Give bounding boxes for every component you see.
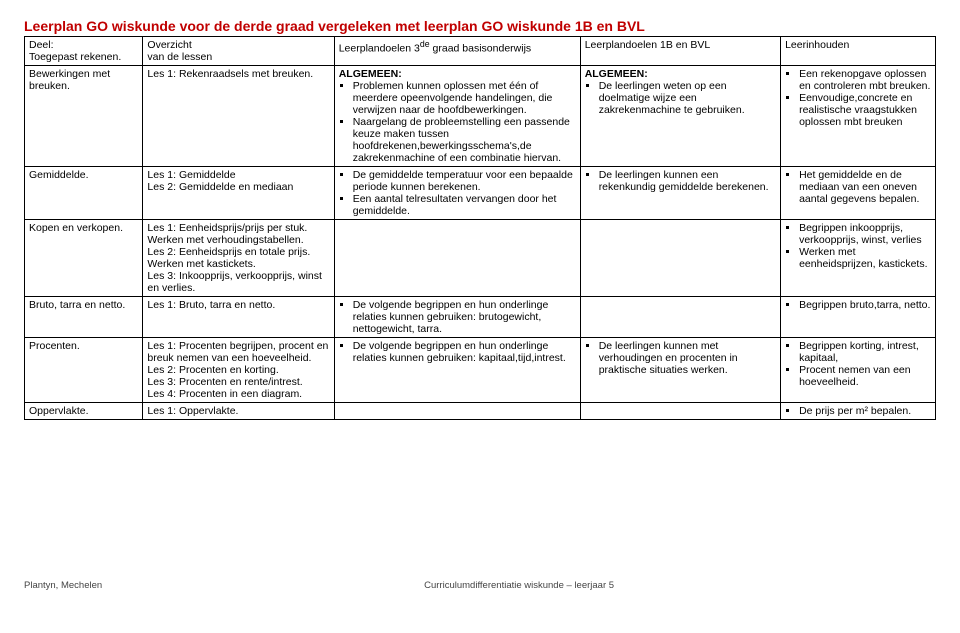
row-lessons: Les 1: Bruto, tarra en netto. bbox=[143, 297, 334, 338]
row-goals-3degraad bbox=[334, 220, 580, 297]
header-cell: Leerplandoelen 3de graad basisonderwijs bbox=[334, 37, 580, 66]
row-topic: Gemiddelde. bbox=[25, 167, 143, 220]
row-goals-1b-bvl: De leerlingen kunnen met verhoudingen en… bbox=[580, 338, 780, 403]
header-cell: Overzichtvan de lessen bbox=[143, 37, 334, 66]
row-leerinhouden: Begrippen bruto,tarra, netto. bbox=[781, 297, 936, 338]
header-cell: Leerplandoelen 1B en BVL bbox=[580, 37, 780, 66]
comparison-table: Deel:Toegepast rekenen.Overzichtvan de l… bbox=[24, 36, 936, 420]
footer-left: Plantyn, Mechelen bbox=[24, 580, 102, 591]
row-lessons: Les 1: Rekenraadsels met breuken. bbox=[143, 66, 334, 167]
row-leerinhouden: Een rekenopgave oplossen en controleren … bbox=[781, 66, 936, 167]
row-leerinhouden: De prijs per m² bepalen. bbox=[781, 403, 936, 420]
header-cell: Deel:Toegepast rekenen. bbox=[25, 37, 143, 66]
row-lessons: Les 1: Procenten begrijpen, procent en b… bbox=[143, 338, 334, 403]
footer-center: Curriculumdifferentiatie wiskunde – leer… bbox=[424, 580, 614, 591]
row-goals-3degraad: ALGEMEEN:Problemen kunnen oplossen met é… bbox=[334, 66, 580, 167]
row-topic: Bewerkingen met breuken. bbox=[25, 66, 143, 167]
row-goals-1b-bvl bbox=[580, 297, 780, 338]
row-goals-3degraad bbox=[334, 403, 580, 420]
row-lessons: Les 1: Oppervlakte. bbox=[143, 403, 334, 420]
row-lessons: Les 1: Eenheidsprijs/prijs per stuk. Wer… bbox=[143, 220, 334, 297]
row-lessons: Les 1: GemiddeldeLes 2: Gemiddelde en me… bbox=[143, 167, 334, 220]
row-goals-3degraad: De volgende begrippen en hun onderlinge … bbox=[334, 338, 580, 403]
row-goals-1b-bvl: De leerlingen kunnen een rekenkundig gem… bbox=[580, 167, 780, 220]
row-topic: Kopen en verkopen. bbox=[25, 220, 143, 297]
row-topic: Bruto, tarra en netto. bbox=[25, 297, 143, 338]
page-footer: Plantyn, Mechelen Curriculumdifferentiat… bbox=[24, 580, 936, 591]
header-cell: Leerinhouden bbox=[781, 37, 936, 66]
row-leerinhouden: Het gemiddelde en de mediaan van een one… bbox=[781, 167, 936, 220]
row-goals-3degraad: De volgende begrippen en hun onderlinge … bbox=[334, 297, 580, 338]
row-goals-1b-bvl: ALGEMEEN:De leerlingen weten op een doel… bbox=[580, 66, 780, 167]
page-title: Leerplan GO wiskunde voor de derde graad… bbox=[24, 18, 936, 34]
row-goals-1b-bvl bbox=[580, 403, 780, 420]
row-goals-1b-bvl bbox=[580, 220, 780, 297]
row-topic: Oppervlakte. bbox=[25, 403, 143, 420]
row-leerinhouden: Begrippen inkoopprijs, verkoopprijs, win… bbox=[781, 220, 936, 297]
row-goals-3degraad: De gemiddelde temperatuur voor een bepaa… bbox=[334, 167, 580, 220]
row-topic: Procenten. bbox=[25, 338, 143, 403]
row-leerinhouden: Begrippen korting, intrest, kapitaal,Pro… bbox=[781, 338, 936, 403]
